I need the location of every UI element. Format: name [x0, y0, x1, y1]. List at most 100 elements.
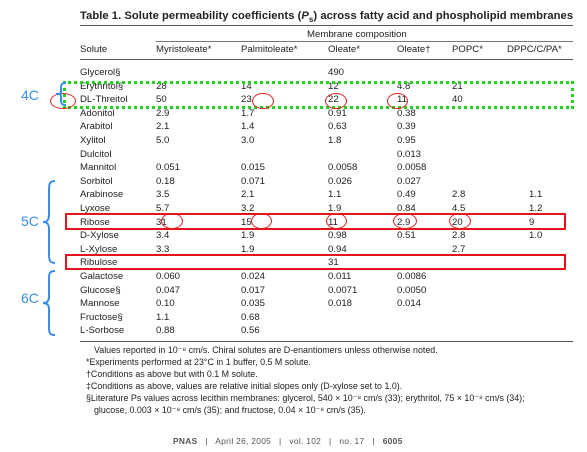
- col-header-dppc: DPPC/C/PA*: [507, 44, 562, 55]
- solute-cell: L-Sorbose: [80, 325, 125, 336]
- col-header-palmitoleate: Palmitoleate*: [241, 44, 298, 55]
- solute-cell: D-Xylose: [80, 230, 119, 241]
- col-header-oleate-dagger: Oleate†: [397, 44, 431, 55]
- solute-cell: Sorbitol: [80, 176, 113, 187]
- value-cell: 0.018: [328, 298, 353, 309]
- value-cell: 1.1: [328, 189, 342, 200]
- table-row: Mannitol 0.051 0.015 0.0058 0.0058: [0, 162, 587, 176]
- solute-cell: DL-Threitol: [80, 94, 128, 105]
- value-cell: 50: [156, 94, 167, 105]
- value-cell: 2.9: [397, 217, 411, 228]
- solute-cell: Mannitol: [80, 162, 117, 173]
- solute-cell: Mannose: [80, 298, 120, 309]
- footer-page: 6005: [382, 436, 403, 446]
- footer-volume: vol. 102: [289, 436, 322, 446]
- value-cell: 1.7: [241, 108, 255, 119]
- table-row: Glucose§ 0.047 0.017 0.0071 0.0050: [0, 285, 587, 299]
- value-cell: 1.9: [241, 230, 255, 241]
- highlight-ribose-box: [65, 213, 566, 230]
- group-rule: [156, 41, 573, 42]
- value-cell: 3.5: [156, 189, 170, 200]
- header-rule: [80, 59, 573, 60]
- col-header-popc: POPC*: [452, 44, 483, 55]
- brace-5c: [42, 180, 56, 264]
- value-cell: 0.94: [328, 244, 347, 255]
- value-cell: 0.060: [156, 271, 181, 282]
- value-cell: 2.1: [241, 189, 255, 200]
- value-cell: 2.8: [452, 189, 466, 200]
- table-row: Erythritol§ 28 14 12 4.8 21: [0, 81, 587, 95]
- note-units: Values reported in 10⁻⁸ cm/s. Chiral sol…: [94, 345, 438, 355]
- solute-cell: Ribose: [80, 217, 110, 228]
- brace-4c: [55, 82, 67, 106]
- value-cell: 14: [241, 81, 252, 92]
- value-cell: 0.68: [241, 312, 260, 323]
- value-cell: 0.047: [156, 285, 181, 296]
- highlight-4c-box: [63, 81, 574, 109]
- table-row: Arabitol 2.1 1.4 0.63 0.39: [0, 121, 587, 135]
- value-cell: 0.011: [328, 271, 352, 282]
- table-row: Xylitol 5.0 3.0 1.8 0.95: [0, 135, 587, 149]
- note-double-dagger: ‡Conditions as above, values are relativ…: [86, 381, 403, 391]
- footer-date: April 26, 2005: [215, 436, 272, 446]
- table-row: Adonitol 2.9 1.7 0.91 0.38: [0, 108, 587, 122]
- footer-journal: PNAS: [173, 436, 198, 446]
- table-row: L-Xylose 3.3 1.9 0.94 2.7: [0, 244, 587, 258]
- label-6c: 6C: [21, 290, 39, 306]
- table-row: Galactose 0.060 0.024 0.011 0.0086: [0, 271, 587, 285]
- bottom-rule: [80, 341, 573, 342]
- solute-cell: Fructose§: [80, 312, 123, 323]
- col-header-solute: Solute: [80, 44, 108, 55]
- value-cell: 490: [328, 67, 345, 78]
- table-row: L-Sorbose 0.88 0.56: [0, 325, 587, 339]
- value-cell: 9: [529, 217, 535, 228]
- value-cell: 1.0: [529, 230, 543, 241]
- value-cell: 21: [452, 81, 463, 92]
- value-cell: 0.024: [241, 271, 266, 282]
- value-cell: 3.3: [156, 244, 170, 255]
- value-cell: 5.0: [156, 135, 170, 146]
- table-row: Sorbitol 0.18 0.071 0.026 0.027: [0, 176, 587, 190]
- value-cell: 0.88: [156, 325, 175, 336]
- value-cell: 0.0058: [328, 162, 358, 173]
- table-row: Arabinose 3.5 2.1 1.1 0.49 2.8 1.1: [0, 189, 587, 203]
- value-cell: 0.0050: [397, 285, 427, 296]
- title-suffix: ) across fatty acid and phospholipid mem…: [313, 10, 574, 22]
- solute-cell: Xylitol: [80, 135, 106, 146]
- value-cell: 0.035: [241, 298, 266, 309]
- value-cell: 20: [452, 217, 463, 228]
- table-row: DL-Threitol 50 23 22 11 40: [0, 94, 587, 108]
- value-cell: 2.8: [452, 230, 466, 241]
- table-row: Glycerol§ 490: [0, 67, 587, 81]
- title-symbol: P: [301, 10, 309, 22]
- solute-cell: Erythritol§: [80, 81, 124, 92]
- value-cell: 3.2: [241, 203, 255, 214]
- col-header-oleate: Oleate*: [328, 44, 360, 55]
- label-4c: 4C: [21, 87, 39, 103]
- value-cell: 3.0: [241, 135, 255, 146]
- solute-cell: Lyxose: [80, 203, 111, 214]
- value-cell: 28: [156, 81, 167, 92]
- solute-cell: Arabitol: [80, 121, 113, 132]
- value-cell: 2.7: [452, 244, 466, 255]
- value-cell: 1.2: [529, 203, 543, 214]
- table-row: Dulcitol 0.013: [0, 149, 587, 163]
- solute-cell: Glycerol§: [80, 67, 121, 78]
- value-cell: 0.84: [397, 203, 416, 214]
- value-cell: 1.1: [529, 189, 543, 200]
- value-cell: 23: [241, 94, 252, 105]
- value-cell: 0.015: [241, 162, 266, 173]
- solute-cell: Arabinose: [80, 189, 124, 200]
- value-cell: 0.051: [156, 162, 181, 173]
- value-cell: 0.56: [241, 325, 260, 336]
- value-cell: 4.5: [452, 203, 466, 214]
- value-cell: 4.8: [397, 81, 411, 92]
- title-prefix: Table 1. Solute permeability coefficient…: [80, 10, 302, 22]
- value-cell: 3.4: [156, 230, 170, 241]
- value-cell: 31: [328, 257, 339, 268]
- value-cell: 40: [452, 94, 463, 105]
- value-cell: 11: [328, 217, 338, 228]
- value-cell: 0.027: [397, 176, 422, 187]
- value-cell: 0.38: [397, 108, 416, 119]
- value-cell: 0.18: [156, 176, 175, 187]
